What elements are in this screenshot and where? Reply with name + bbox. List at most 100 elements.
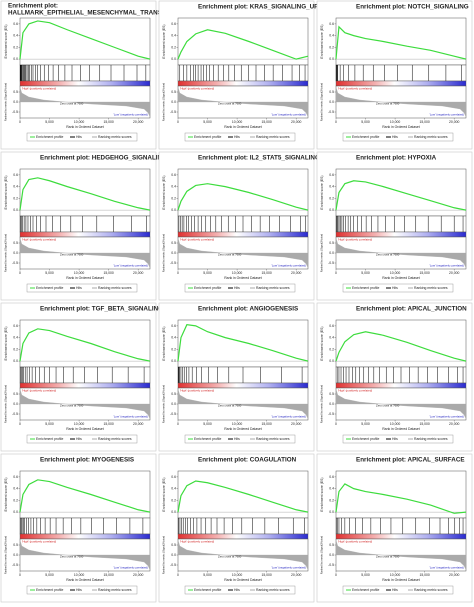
legend-label: Enrichment profile: [36, 437, 63, 441]
y-tick-label: 0.6: [13, 173, 18, 177]
legend-label: Ranking metric scores: [414, 437, 448, 441]
y-tick-label: 0.4: [171, 185, 176, 189]
y-tick-label: -0.5: [328, 110, 334, 114]
y-tick-label: 0.0: [13, 100, 18, 104]
y-tick-label: 0.4: [171, 487, 176, 491]
zero-cross-label: Zero cross at 7680: [218, 555, 242, 559]
x-tick-label: 5,000: [361, 422, 370, 426]
legend-box: [184, 585, 296, 595]
legend-box: [342, 283, 454, 293]
zero-cross-label: Zero cross at 7680: [218, 253, 242, 257]
metric-area: [19, 86, 151, 118]
panel: Enrichment plot: COAGULATION 0.0 0.2 0.4 0.6…: [158, 453, 315, 603]
hits-frame: [19, 517, 151, 535]
chart-title: HALLMARK_EPITHELIAL_MESENCHYMAL_TRANSITI…: [8, 10, 179, 17]
y-tick-label: -0.5: [170, 110, 176, 114]
legend-label: Ranking metric scores: [414, 588, 448, 592]
legend-box: [342, 434, 454, 444]
x-axis-label: Rank in Ordered Dataset: [382, 427, 420, 431]
chart-title: Enrichment plot: NOTCH_SIGNALING: [356, 4, 469, 11]
panel: Enrichment plot: HEDGEHOG_SIGNALING 0.0 0.…: [0, 151, 167, 301]
y-tick-label: 0.6: [171, 324, 176, 328]
high-label: 'High' (positively correlated): [338, 389, 372, 393]
y-axis-label: Enrichment score (ES): [4, 326, 8, 360]
y-tick-label: 0.0: [13, 510, 18, 514]
y-tick-label: 0.0: [171, 359, 176, 363]
legend-label: Hits: [76, 286, 82, 290]
chart-title: Enrichment plot: HYPOXIA: [356, 155, 437, 162]
y-tick-label: 0.0: [13, 251, 18, 255]
y-axis-label: Enrichment score (ES): [320, 477, 324, 511]
y-tick-label: 0.6: [329, 475, 334, 479]
chart-title: Enrichment plot:: [8, 3, 58, 10]
y-tick-label: 0.6: [329, 324, 334, 328]
hits-frame: [19, 215, 151, 233]
x-axis-label: Rank in Ordered Dataset: [382, 276, 420, 280]
x-tick-label: 5,000: [203, 573, 212, 577]
y-tick-label: 0.5: [171, 90, 176, 94]
y-tick-label: 0.4: [13, 34, 18, 38]
y-axis-label: Enrichment score (ES): [162, 326, 166, 360]
zero-cross-label: Zero cross at 7680: [218, 404, 242, 408]
hits-frame: [335, 215, 467, 233]
x-tick-label: 10,000: [232, 422, 242, 426]
panel: Enrichment plot: IL2_STAT5_SIGNALING 0.0 0…: [158, 151, 320, 301]
x-tick-label: 5,000: [361, 271, 370, 275]
chart-title: Enrichment plot: APICAL_JUNCTION: [356, 306, 467, 313]
es-curve: [177, 324, 309, 362]
rank-gradient: [335, 231, 467, 238]
x-tick-label: 0: [19, 271, 21, 275]
legend-label: Hits: [392, 437, 398, 441]
zero-cross-label: Zero cross at 7680: [376, 555, 400, 559]
y-tick-label: 0.0: [171, 553, 176, 557]
high-label: 'High' (positively correlated): [338, 87, 372, 91]
rank-gradient: [177, 80, 309, 87]
x-tick-label: 5,000: [45, 573, 54, 577]
es-curve: [19, 479, 151, 513]
y-tick-label: 0.4: [171, 34, 176, 38]
metric-area: [19, 237, 151, 269]
y-tick-label: 0.5: [171, 241, 176, 245]
legend-label: Hits: [76, 437, 82, 441]
metric-axis-label: Ranked list metric (Signal2Noise): [320, 83, 324, 121]
x-tick-label: 15,000: [261, 573, 271, 577]
metric-axis-label: Ranked list metric (Signal2Noise): [320, 385, 324, 423]
low-label: 'Low' (negatively correlated): [271, 566, 306, 570]
x-tick-label: 10,000: [74, 120, 84, 124]
low-label: 'Low' (negatively correlated): [113, 264, 148, 268]
legend-box: [184, 132, 296, 142]
y-tick-label: 0.4: [329, 336, 334, 340]
x-tick-label: 20,000: [449, 271, 459, 275]
x-tick-label: 10,000: [232, 271, 242, 275]
legend-box: [184, 283, 296, 293]
rank-gradient: [335, 382, 467, 389]
rank-gradient: [19, 533, 151, 540]
x-tick-label: 10,000: [390, 573, 400, 577]
y-tick-label: 0.5: [13, 543, 18, 547]
y-tick-label: 0.0: [329, 57, 334, 61]
y-tick-label: 0.0: [171, 100, 176, 104]
y-tick-label: 0.2: [13, 196, 18, 200]
y-tick-label: 0.4: [329, 185, 334, 189]
x-tick-label: 10,000: [74, 573, 84, 577]
y-tick-label: 0.2: [171, 498, 176, 502]
x-tick-label: 10,000: [74, 422, 84, 426]
low-label: 'Low' (negatively correlated): [429, 264, 464, 268]
y-tick-label: 0.5: [13, 241, 18, 245]
chart-title: Enrichment plot: ANGIOGENESIS: [198, 306, 298, 313]
x-tick-label: 0: [19, 422, 21, 426]
y-tick-label: 0.0: [13, 208, 18, 212]
x-tick-label: 20,000: [291, 573, 301, 577]
hits-frame: [177, 64, 309, 82]
y-tick-label: 0.2: [171, 45, 176, 49]
panel: Enrichment plot: TGF_BETA_SIGNALING 0.0 0.…: [0, 302, 163, 452]
legend-label: Enrichment profile: [194, 588, 221, 592]
y-tick-label: 0.5: [329, 241, 334, 245]
y-tick-label: 0.0: [13, 359, 18, 363]
high-label: 'High' (positively correlated): [180, 389, 214, 393]
panel: Enrichment plot: MYOGENESIS 0.0 0.2 0.4 0.6 E…: [0, 453, 157, 603]
high-label: 'High' (positively correlated): [180, 238, 214, 242]
metric-area: [19, 539, 151, 571]
legend-label: Hits: [392, 588, 398, 592]
x-tick-label: 5,000: [361, 120, 370, 124]
